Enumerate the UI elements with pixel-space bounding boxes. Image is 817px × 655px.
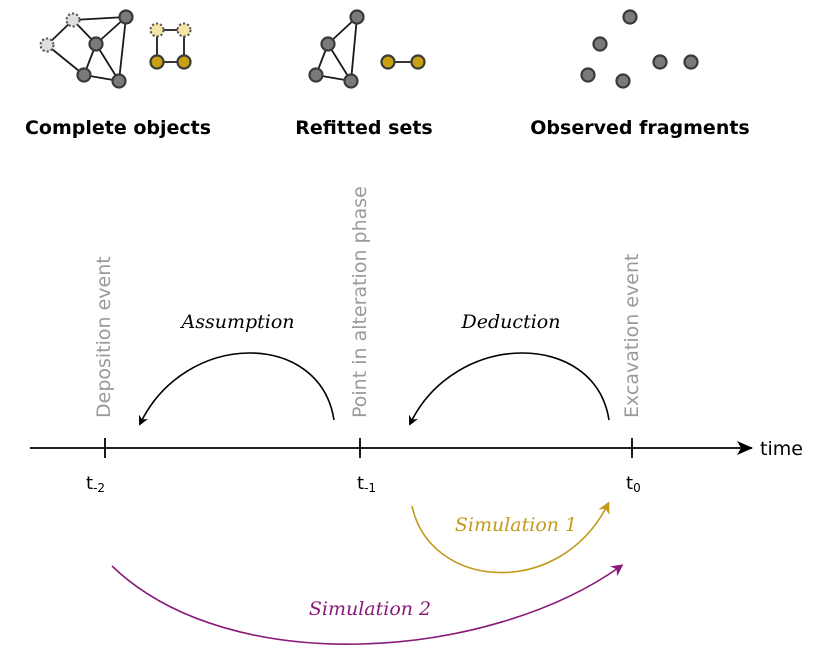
simulation-1-label: Simulation 1: [455, 514, 577, 536]
simulation-1-arrow: [411, 501, 610, 574]
excavation-event-label: Excavation event: [621, 254, 643, 418]
graph-node: [652, 54, 668, 70]
refitted-sets-label: Refitted sets: [295, 117, 432, 139]
tick-label-t-1: t-1: [357, 473, 376, 495]
alteration-phase-label: Point in alteration phase: [349, 186, 371, 418]
graph-node: [615, 73, 631, 89]
time-axis-label: time: [760, 438, 803, 460]
graph-node: [622, 9, 638, 25]
assumption-arrow: [138, 352, 335, 426]
graph-node: [683, 54, 699, 70]
graph-node: [39, 37, 55, 53]
refitted-sets-graph: [308, 9, 426, 89]
deduction-label: Deduction: [461, 311, 561, 333]
graph-node: [380, 54, 396, 70]
observed-fragments-graph: [580, 9, 699, 89]
graph-node: [76, 67, 92, 83]
graph-node: [176, 54, 192, 70]
graph-node: [410, 54, 426, 70]
graph-node: [349, 9, 365, 25]
complete-objects-label: Complete objects: [25, 117, 211, 139]
graph-node: [320, 36, 336, 52]
graph-node: [308, 67, 324, 83]
deposition-event-label: Deposition event: [93, 256, 115, 418]
observed-fragments-label: Observed fragments: [530, 117, 749, 139]
deduction-arrow: [408, 352, 610, 426]
graph-node: [580, 67, 596, 83]
graph-node: [111, 73, 127, 89]
graph-node: [149, 22, 165, 38]
complete-objects-graph: [39, 9, 192, 89]
graph-node: [88, 36, 104, 52]
graph-node: [343, 73, 359, 89]
graph-node: [118, 9, 134, 25]
graph-node: [592, 36, 608, 52]
simulation-2-arrow: [111, 564, 624, 645]
graph-node: [176, 22, 192, 38]
tick-label-t-2: t-2: [86, 473, 105, 495]
tick-label-t0: t0: [626, 473, 641, 495]
assumption-label: Assumption: [179, 311, 294, 333]
graph-node: [65, 12, 81, 28]
graph-node: [149, 54, 165, 70]
simulation-2-label: Simulation 2: [309, 598, 431, 620]
